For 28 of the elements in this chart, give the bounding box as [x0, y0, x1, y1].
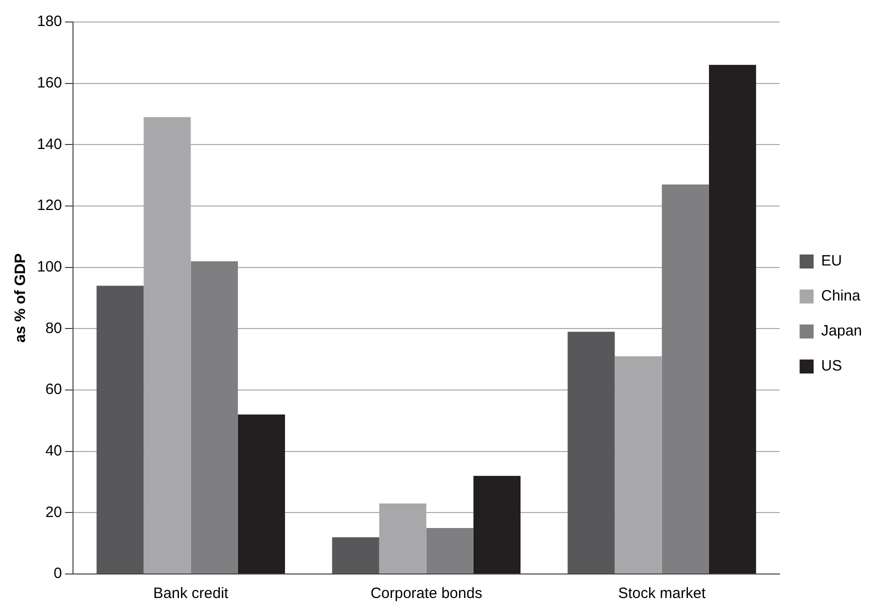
bar [708, 64, 756, 574]
y-axis-title: as % of GDP [12, 253, 30, 343]
y-tick-label: 140 [36, 136, 62, 153]
y-tick-label: 180 [36, 13, 62, 30]
bar [190, 261, 238, 574]
bar [426, 528, 474, 574]
legend-label: EU [821, 252, 842, 270]
bar [614, 356, 662, 574]
x-tick-label: Corporate bonds [370, 585, 482, 602]
y-tick-label: 80 [45, 320, 62, 337]
y-tick-label: 40 [45, 442, 62, 460]
bar [568, 332, 615, 574]
x-tick-label: Stock market [618, 585, 706, 602]
bar [332, 537, 380, 574]
bar [662, 184, 709, 574]
bar [238, 414, 286, 574]
y-tick-label: 160 [36, 74, 62, 92]
bar [96, 286, 144, 574]
y-tick-label: 60 [45, 381, 62, 398]
legend-label: Japan [821, 322, 862, 340]
y-tick-label: 0 [54, 565, 62, 582]
y-tick-label: 100 [36, 258, 62, 276]
y-tick-label: 120 [36, 197, 62, 214]
y-tick-label: 20 [45, 504, 62, 521]
x-tick-label: Bank credit [153, 585, 230, 602]
legend-label: China [821, 288, 861, 305]
legend-label: US [821, 358, 842, 375]
bar [473, 476, 521, 574]
